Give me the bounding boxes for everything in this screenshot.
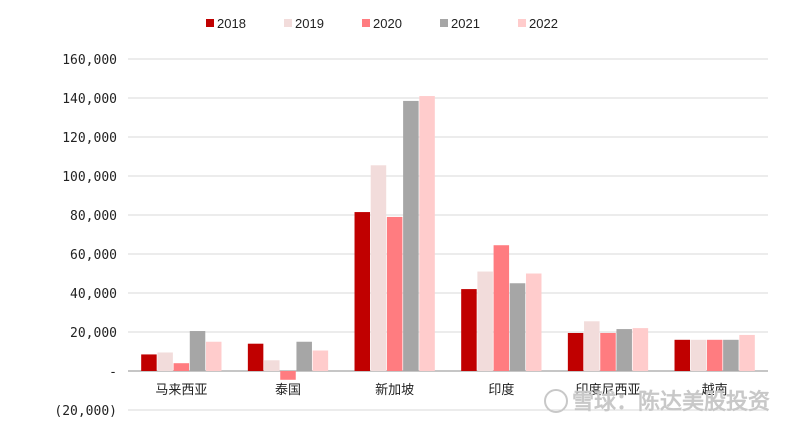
bar-2022-4	[632, 328, 649, 371]
legend-label-2018: 2018	[217, 16, 246, 31]
bar-2018-4	[567, 332, 584, 371]
x-category-label: 印度尼西亚	[575, 382, 640, 398]
bar-2019-2	[370, 165, 387, 371]
gridlines	[128, 58, 768, 411]
x-axis-categories: 马来西亚 泰国 新加坡 印度 印度尼西亚 越南	[155, 382, 727, 398]
bar-2018-3	[461, 289, 477, 371]
bar-2019-5	[690, 339, 707, 371]
bar-2021-1	[296, 341, 312, 371]
legend-label-2020: 2020	[373, 16, 402, 31]
bar-2022-0	[205, 341, 222, 371]
bar-2022-2	[419, 96, 435, 372]
legend-swatch-2019	[284, 19, 292, 27]
bar-2019-3	[477, 271, 493, 371]
watermark-logo-icon	[544, 389, 568, 413]
legend-swatch-2021	[440, 19, 448, 27]
bar-2019-4	[584, 321, 600, 371]
bar-2022-5	[739, 334, 755, 371]
bar-2019-0	[157, 352, 173, 371]
y-tick-label: 160,000	[62, 53, 117, 68]
bar-2020-2	[386, 216, 403, 371]
bar-2022-3	[525, 273, 542, 371]
y-tick-label: -	[109, 365, 117, 380]
y-tick-label: 80,000	[70, 209, 117, 224]
y-tick-label: 140,000	[62, 92, 117, 107]
bar-2021-0	[189, 331, 206, 371]
bar-2020-4	[600, 332, 616, 371]
bar-2020-5	[706, 339, 723, 371]
bar-2021-5	[723, 339, 739, 371]
watermark: 雪球：陈达美股投资	[544, 389, 770, 415]
bar-2022-1	[312, 350, 329, 371]
bar-2018-0	[141, 354, 157, 371]
bar-2018-2	[354, 212, 371, 371]
watermark-text: 雪球：陈达美股投资	[572, 389, 770, 415]
y-axis-ticks: (20,000) - 20,000 40,000 60,000 80,000 100,000…	[54, 53, 117, 419]
legend-label-2022: 2022	[529, 16, 558, 31]
x-category-label: 马来西亚	[155, 383, 207, 398]
bars	[141, 96, 755, 380]
y-tick-label: 20,000	[70, 326, 117, 341]
y-tick-label: 120,000	[62, 131, 117, 146]
bar-2021-2	[403, 100, 419, 372]
bar-2020-1	[280, 371, 296, 380]
legend-swatch-2022	[518, 19, 526, 27]
x-category-label: 印度	[488, 382, 514, 398]
bar-2020-0	[173, 363, 190, 371]
y-tick-label: 60,000	[70, 248, 117, 263]
legend-swatch-2018	[206, 19, 214, 27]
legend: 2018 2019 2020 2021 2022	[206, 16, 558, 31]
bar-2020-3	[493, 245, 510, 371]
x-category-label: 越南	[702, 382, 728, 398]
x-category-label: 新加坡	[375, 382, 414, 398]
y-tick-label: 40,000	[70, 287, 117, 302]
x-category-label: 泰国	[275, 383, 301, 398]
legend-label-2019: 2019	[295, 16, 324, 31]
legend-label-2021: 2021	[451, 16, 480, 31]
bar-2021-3	[509, 283, 526, 371]
y-tick-label: (20,000)	[54, 404, 117, 419]
y-tick-label: 100,000	[62, 170, 117, 185]
bar-2018-5	[674, 339, 691, 371]
legend-swatch-2020	[362, 19, 370, 27]
bar-2018-1	[247, 343, 264, 371]
bar-2019-1	[264, 360, 280, 371]
bar-2021-4	[616, 329, 632, 371]
